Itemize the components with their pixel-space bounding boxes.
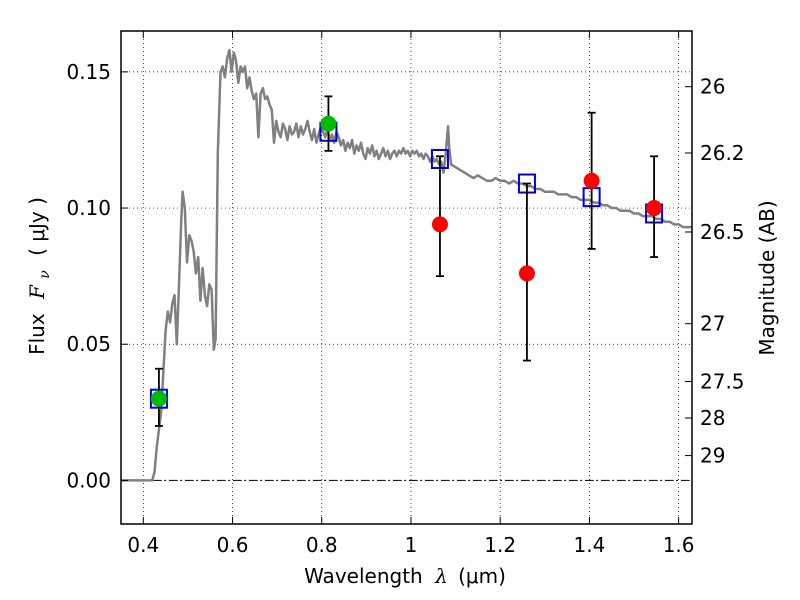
plot-frame [120,30,693,525]
x-tick-label: 1.6 [663,533,695,557]
x-axis-label: Wavelength λ (μm) [304,564,506,588]
x-tick-label: 1.2 [484,533,516,557]
x-axis-label-unit: (μm) [458,564,506,588]
y-axis-label-subscript: ν [37,270,53,279]
right-tick-label: 27 [700,312,725,336]
x-tick-label: 1 [405,533,418,557]
y-axis-label-text: Flux [25,313,49,355]
y-tick-label: 0.00 [66,468,111,492]
right-tick-label: 26.2 [700,141,745,165]
right-tick-label: 29 [700,444,725,468]
x-axis-label-text: Wavelength [304,564,423,588]
right-tick-label: 28 [700,406,725,430]
red-data-point [518,265,535,282]
green-data-point [150,390,167,407]
y-axis-label-symbol: F [25,284,49,300]
y-tick-label: 0.10 [66,196,111,220]
red-data-point [583,172,600,189]
right-tick-label: 26 [700,75,725,99]
y-tick-label: 0.05 [66,332,111,356]
red-data-point [646,200,663,217]
y-axis-ticks: 0.00 0.05 0.10 0.15 [66,60,128,492]
y-tick-label: 0.15 [66,60,111,84]
x-tick-label: 0.6 [217,533,249,557]
right-tick-label: 27.5 [700,370,745,394]
grid [121,31,692,524]
y-axis-label-unit: ( μJy ) [25,197,49,256]
model-photometry-squares [149,121,664,409]
right-axis-ticks: 26 26.2 26.5 27 27.5 28 29 [685,75,745,468]
red-data-point [431,216,448,233]
observed-photometry-points [150,95,663,427]
x-tick-label: 1.4 [573,533,605,557]
model-spectrum-line [121,48,692,482]
green-data-point [320,115,337,132]
x-tick-label: 0.8 [306,533,338,557]
x-axis-ticks: 0.4 0.6 0.8 1 1.2 1.4 1.6 [127,31,695,557]
x-axis-label-symbol: λ [434,564,448,588]
x-tick-label: 0.4 [127,533,159,557]
right-tick-label: 26.5 [700,220,745,244]
y-axis-label: Flux F ν ( μJy ) [25,197,54,355]
right-axis-label: Magnitude (AB) [755,200,779,355]
